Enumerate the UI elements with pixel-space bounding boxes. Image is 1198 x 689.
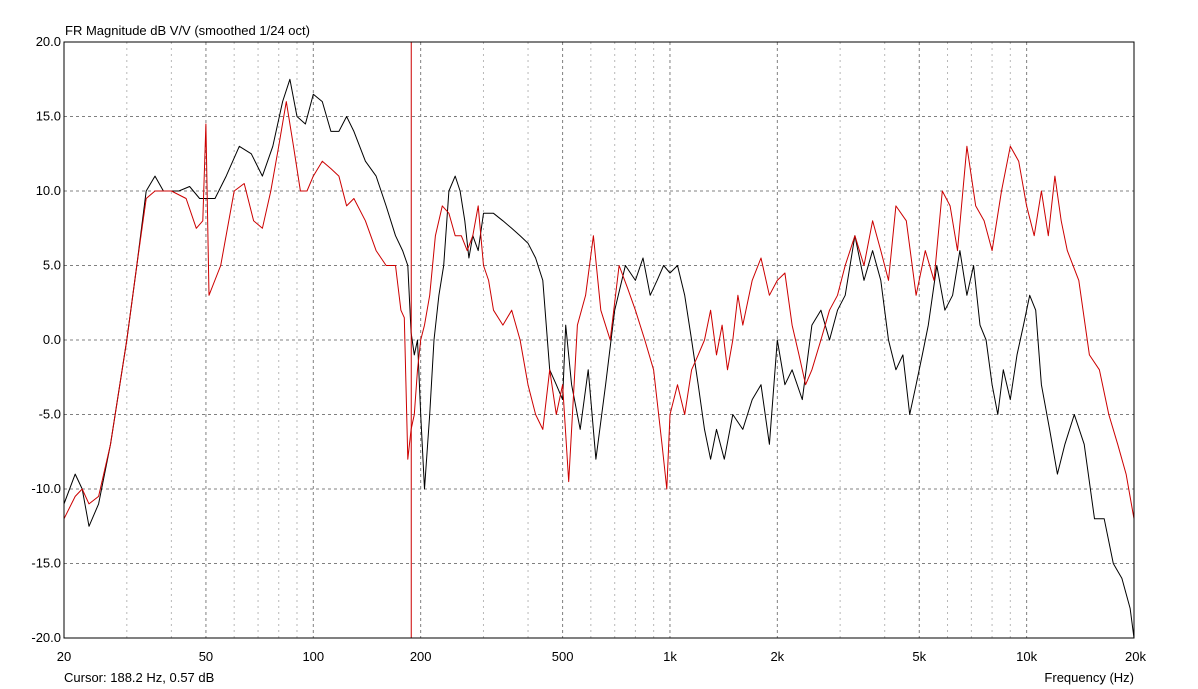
x-tick-label-6: 2k <box>770 649 784 664</box>
x-tick-label-9: 20k <box>1125 649 1146 664</box>
grid-lines <box>64 42 1134 638</box>
x-tick-label-2: 100 <box>302 649 324 664</box>
plot-frame <box>63 41 1135 639</box>
series-lines <box>63 78 1135 639</box>
x-tick-label-8: 10k <box>1016 649 1037 664</box>
y-tick-label-8: -20.0 <box>31 630 61 645</box>
y-axis-tick-labels: 20.0 15.0 10.0 5.0 0.0 -5.0 -10.0 -15.0 -20.0 <box>31 34 61 645</box>
x-tick-label-0: 20 <box>57 649 71 664</box>
x-tick-label-5: 1k <box>663 649 677 664</box>
y-tick-label-6: -10.0 <box>31 481 61 496</box>
series-line-0 <box>63 78 1135 639</box>
x-tick-label-4: 500 <box>552 649 574 664</box>
y-tick-label-7: -15.0 <box>31 556 61 571</box>
x-tick-label-1: 50 <box>199 649 213 664</box>
y-tick-label-0: 20.0 <box>36 34 61 49</box>
y-tick-label-3: 5.0 <box>43 258 61 273</box>
y-tick-label-2: 10.0 <box>36 183 61 198</box>
x-tick-label-7: 5k <box>912 649 926 664</box>
series-line-1 <box>63 101 1135 520</box>
chart-title: FR Magnitude dB V/V (smoothed 1/24 oct) <box>65 23 310 38</box>
y-tick-label-5: -5.0 <box>39 407 61 422</box>
cursor-readout: Cursor: 188.2 Hz, 0.57 dB <box>64 670 214 685</box>
x-tick-label-3: 200 <box>410 649 432 664</box>
x-axis-label: Frequency (Hz) <box>1044 670 1134 685</box>
y-tick-label-4: 0.0 <box>43 332 61 347</box>
x-axis-tick-labels: 20 50 100 200 500 1k 2k 5k 10k 20k <box>57 649 1147 664</box>
y-tick-label-1: 15.0 <box>36 109 61 124</box>
